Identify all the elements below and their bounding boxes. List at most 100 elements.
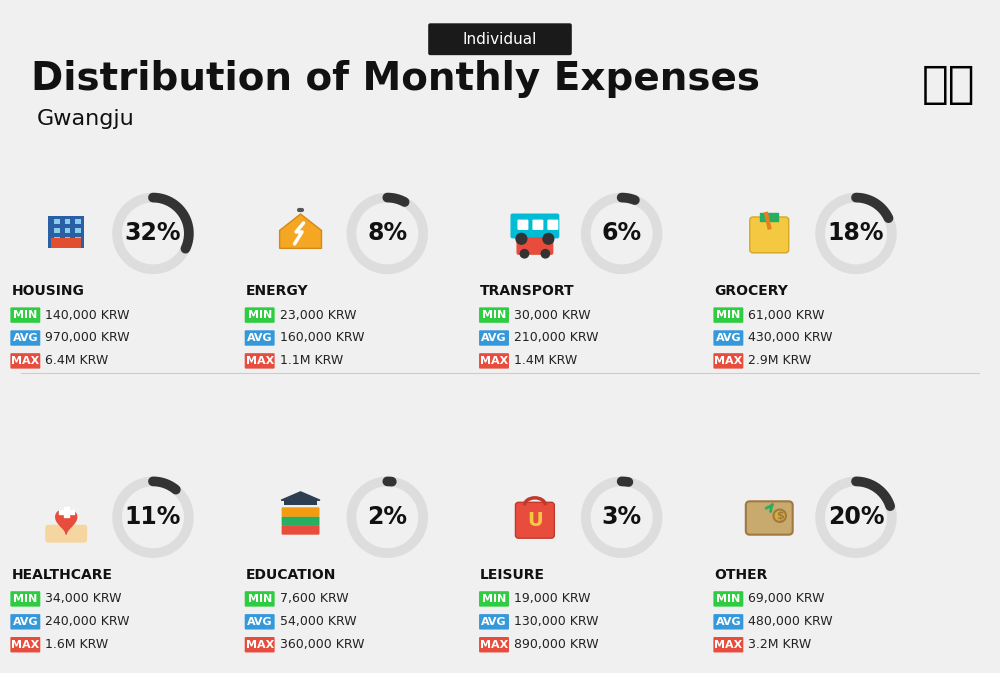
Circle shape [520,250,529,258]
Text: TRANSPORT: TRANSPORT [480,284,575,298]
Text: LEISURE: LEISURE [480,568,545,582]
Text: 430,000 KRW: 430,000 KRW [748,332,833,345]
FancyBboxPatch shape [713,330,743,346]
Text: 1.4M KRW: 1.4M KRW [514,355,577,367]
FancyBboxPatch shape [245,637,275,652]
Text: 970,000 KRW: 970,000 KRW [45,332,130,345]
FancyBboxPatch shape [284,500,317,505]
FancyBboxPatch shape [51,238,81,248]
Text: MAX: MAX [714,640,742,649]
Text: 34,000 KRW: 34,000 KRW [45,592,122,606]
FancyBboxPatch shape [479,591,509,606]
FancyBboxPatch shape [713,637,743,652]
FancyBboxPatch shape [10,614,40,629]
FancyBboxPatch shape [245,308,275,323]
Text: 360,000 KRW: 360,000 KRW [280,638,364,651]
Text: 1.1M KRW: 1.1M KRW [280,355,343,367]
Text: 130,000 KRW: 130,000 KRW [514,615,598,629]
FancyBboxPatch shape [479,330,509,346]
FancyBboxPatch shape [713,614,743,629]
Text: EDUCATION: EDUCATION [246,568,336,582]
Text: 🇰🇷: 🇰🇷 [922,63,976,106]
FancyBboxPatch shape [10,330,40,346]
Text: 6.4M KRW: 6.4M KRW [45,355,109,367]
Text: 7,600 KRW: 7,600 KRW [280,592,348,606]
Text: MIN: MIN [13,310,37,320]
FancyBboxPatch shape [713,353,743,369]
Text: MIN: MIN [482,594,506,604]
FancyBboxPatch shape [54,237,60,242]
Text: MAX: MAX [480,640,508,649]
FancyBboxPatch shape [428,24,572,55]
FancyBboxPatch shape [479,637,509,652]
Text: 140,000 KRW: 140,000 KRW [45,309,130,322]
Text: 2%: 2% [367,505,407,529]
FancyBboxPatch shape [515,502,554,538]
Text: 23,000 KRW: 23,000 KRW [280,309,356,322]
Text: 54,000 KRW: 54,000 KRW [280,615,356,629]
Circle shape [773,509,786,522]
Text: AVG: AVG [13,617,38,627]
Text: MIN: MIN [482,310,506,320]
Text: 18%: 18% [828,221,884,246]
FancyBboxPatch shape [750,217,789,253]
Text: 160,000 KRW: 160,000 KRW [280,332,364,345]
FancyBboxPatch shape [713,591,743,606]
FancyBboxPatch shape [479,614,509,629]
FancyBboxPatch shape [547,219,558,230]
FancyBboxPatch shape [10,637,40,652]
FancyBboxPatch shape [75,228,81,234]
Text: Distribution of Monthly Expenses: Distribution of Monthly Expenses [31,60,760,98]
Text: MIN: MIN [13,594,37,604]
Text: MIN: MIN [716,310,740,320]
Circle shape [543,234,554,244]
Text: MAX: MAX [714,356,742,366]
Polygon shape [56,511,77,534]
Text: Individual: Individual [463,32,537,46]
FancyBboxPatch shape [65,219,70,225]
Circle shape [541,250,550,258]
FancyBboxPatch shape [45,525,87,542]
Text: $: $ [776,511,784,521]
FancyBboxPatch shape [245,330,275,346]
FancyBboxPatch shape [65,228,70,234]
Text: MAX: MAX [246,356,274,366]
FancyBboxPatch shape [282,507,320,517]
Text: AVG: AVG [481,333,507,343]
Text: Gwangju: Gwangju [36,109,134,129]
FancyBboxPatch shape [75,219,81,225]
Text: AVG: AVG [716,617,741,627]
Text: 69,000 KRW: 69,000 KRW [748,592,825,606]
Text: AVG: AVG [247,333,272,343]
Text: 480,000 KRW: 480,000 KRW [748,615,833,629]
Text: 1.6M KRW: 1.6M KRW [45,638,109,651]
Text: MIN: MIN [716,594,740,604]
FancyBboxPatch shape [517,219,528,230]
Text: 30,000 KRW: 30,000 KRW [514,309,591,322]
Circle shape [516,234,527,244]
FancyBboxPatch shape [282,525,320,534]
FancyBboxPatch shape [10,591,40,606]
Text: MAX: MAX [11,640,39,649]
FancyBboxPatch shape [245,591,275,606]
FancyBboxPatch shape [54,219,60,225]
FancyBboxPatch shape [65,237,70,242]
FancyBboxPatch shape [479,308,509,323]
FancyBboxPatch shape [245,353,275,369]
Text: HOUSING: HOUSING [11,284,84,298]
Text: MAX: MAX [11,356,39,366]
Text: 20%: 20% [828,505,884,529]
Text: HEALTHCARE: HEALTHCARE [11,568,112,582]
Text: MIN: MIN [248,594,272,604]
FancyBboxPatch shape [10,308,40,323]
FancyBboxPatch shape [282,516,320,526]
Text: 3.2M KRW: 3.2M KRW [748,638,812,651]
Text: AVG: AVG [13,333,38,343]
FancyBboxPatch shape [516,238,553,255]
FancyBboxPatch shape [532,219,543,230]
Text: MIN: MIN [248,310,272,320]
Text: 32%: 32% [125,221,181,246]
FancyBboxPatch shape [48,215,84,248]
FancyBboxPatch shape [713,308,743,323]
Text: 890,000 KRW: 890,000 KRW [514,638,599,651]
